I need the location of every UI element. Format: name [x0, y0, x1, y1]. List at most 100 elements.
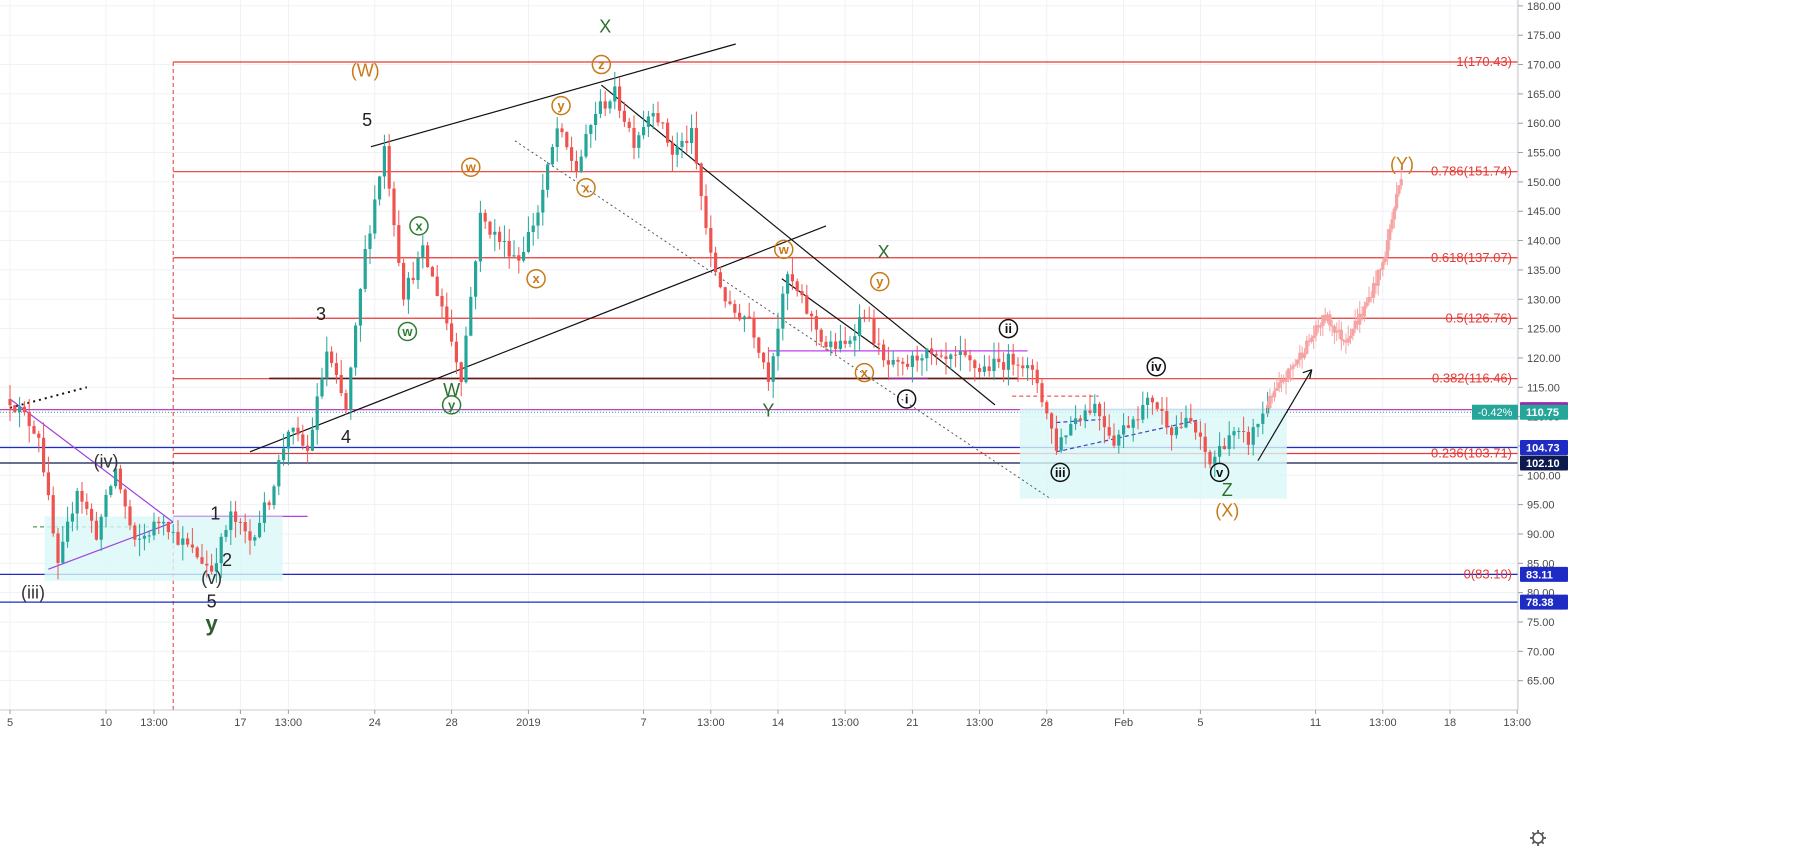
time-axis[interactable]: 5 10 13:00 17 13:00 24 28 2019 7 13:00 14 13:00 21 13…	[0, 709, 1531, 857]
wave-label: 4	[341, 427, 351, 447]
candle-body	[1385, 240, 1390, 257]
candle-body	[258, 522, 262, 538]
wave-label: y	[876, 274, 884, 289]
price-tag-label: 104.73	[1526, 443, 1560, 455]
candle-body	[723, 287, 727, 302]
candle-body	[195, 547, 199, 558]
candle-body	[1369, 296, 1373, 298]
price-axis-background	[1518, 0, 1820, 857]
candle-body	[613, 86, 617, 102]
candle-body	[651, 113, 655, 117]
time-tick-label: 13:00	[966, 717, 994, 729]
candle-body	[694, 127, 698, 164]
trend-line	[9, 386, 88, 409]
price-tick-label: 165.00	[1527, 89, 1561, 101]
wave-label-circle	[1146, 356, 1166, 377]
candle-body	[1150, 397, 1154, 403]
candle-body	[493, 231, 497, 235]
candle-body	[421, 245, 425, 259]
candle-body	[176, 531, 180, 545]
candle-body	[1131, 419, 1135, 428]
candle-body	[747, 316, 751, 319]
wave-label-circle	[870, 271, 890, 292]
price-tick-label: 120.00	[1527, 353, 1561, 365]
price-axis[interactable]: 180.00 175.00 170.00 165.00 160.00 155.00 150.…	[1472, 0, 1820, 857]
candle-body	[248, 531, 252, 541]
trend-line	[370, 43, 736, 148]
wave-label: W	[443, 380, 460, 400]
candle-body	[1355, 320, 1360, 325]
candle-body	[1390, 219, 1394, 230]
candle-body	[642, 126, 646, 136]
candle-body	[210, 565, 214, 572]
candle-body	[454, 341, 458, 363]
candle-body	[843, 340, 847, 344]
wave-label: ii	[1005, 321, 1012, 336]
candle-body	[27, 412, 31, 427]
candle-body	[805, 295, 809, 314]
candle-body	[906, 363, 910, 367]
candle-body	[286, 431, 290, 449]
price-tick-label: 95.00	[1527, 500, 1555, 512]
candle-body	[1098, 403, 1102, 417]
fib-label: 0(83.10)	[1464, 566, 1512, 581]
candle-body	[541, 189, 545, 213]
wave-label: (Y)	[1390, 154, 1414, 174]
candle-body	[1305, 340, 1309, 354]
candle-body	[1026, 365, 1030, 369]
candle-body	[829, 341, 833, 348]
time-tick-label: 13:00	[1503, 717, 1531, 729]
candle-body	[51, 495, 55, 534]
candle-body	[570, 147, 574, 161]
trend-line	[9, 398, 174, 523]
candle-body	[934, 354, 938, 356]
candle-body	[128, 506, 132, 526]
candle-body	[1126, 425, 1130, 428]
candle-body	[1222, 445, 1226, 450]
price-tick-label: 130.00	[1527, 294, 1561, 306]
candle-body	[1237, 431, 1241, 433]
candle-body	[848, 340, 852, 344]
wave-label: w	[778, 242, 790, 257]
candle-body	[214, 563, 218, 572]
gear-icon[interactable]	[1530, 830, 1546, 846]
candle-body	[536, 212, 540, 226]
candle-body	[1360, 313, 1364, 317]
candle-body	[90, 508, 94, 521]
candle-body	[1291, 365, 1295, 369]
candle-body	[512, 255, 516, 257]
candle-body	[8, 399, 12, 406]
candle-body	[262, 502, 266, 523]
candle-body	[378, 176, 382, 200]
candle-body	[1174, 426, 1178, 436]
candle-body	[1107, 427, 1111, 436]
candle-body	[656, 113, 660, 123]
candle-body	[291, 427, 295, 432]
candle-body	[565, 132, 569, 148]
candle-body	[1358, 313, 1362, 325]
candle-body	[1376, 269, 1380, 286]
price-tick-label: 75.00	[1527, 617, 1555, 629]
candle-body	[838, 340, 842, 349]
candle-body	[766, 362, 770, 382]
time-tick-label: 13:00	[275, 717, 303, 729]
candle-body	[920, 358, 924, 361]
time-tick-label: Feb	[1114, 717, 1133, 729]
candle-body	[1286, 368, 1290, 380]
candle-body	[368, 233, 372, 249]
candle-body	[800, 291, 804, 296]
candle-body	[186, 538, 190, 545]
candle-body	[718, 272, 722, 288]
candle-body	[522, 251, 526, 261]
wave-label-circle	[461, 157, 481, 177]
candle-body	[1064, 435, 1068, 438]
candle-body	[152, 521, 156, 536]
candle-body	[70, 513, 74, 522]
candle-body	[1184, 417, 1188, 428]
wave-label: y	[448, 397, 456, 412]
candle-body	[896, 359, 900, 362]
candle-body	[104, 494, 108, 517]
candle-body	[1016, 364, 1020, 366]
candle-body	[142, 535, 146, 539]
